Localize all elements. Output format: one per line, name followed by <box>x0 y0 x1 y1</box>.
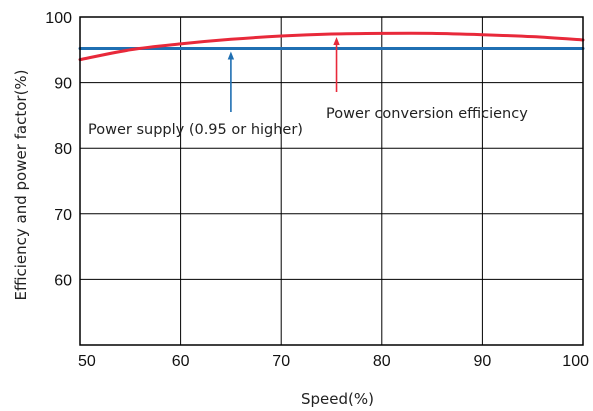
series-layer <box>78 31 585 62</box>
y-axis-label: Efficiency and power factor(%) <box>12 69 30 300</box>
x-tick-label: 50 <box>78 353 96 370</box>
annotation-label: Power supply (0.95 or higher) <box>88 122 303 138</box>
annotation-label: Power conversion efficiency <box>326 106 528 122</box>
x-tick-label: 90 <box>474 353 492 370</box>
y-tick-label: 60 <box>54 272 72 289</box>
x-tick-label: 60 <box>172 353 190 370</box>
x-tick-label: 70 <box>272 353 290 370</box>
x-tick-label: 100 <box>562 353 589 370</box>
grid <box>80 17 583 345</box>
y-tick-label: 70 <box>54 207 72 224</box>
x-axis-label: Speed(%) <box>301 390 374 408</box>
y-tick-label: 80 <box>54 141 72 158</box>
y-tick-label: 100 <box>45 10 72 27</box>
tick-labels: 50 60 70 80 90 100 60 70 80 90 100 <box>45 10 589 370</box>
plot-frame <box>79 16 584 346</box>
series-line-conversion-efficiency <box>78 31 585 62</box>
annotation-arrowhead <box>227 51 235 60</box>
x-tick-label: 80 <box>373 353 391 370</box>
y-tick-label: 90 <box>54 76 72 93</box>
annotation-arrowhead <box>333 36 340 45</box>
annotations: Power supply (0.95 or higher) Power conve… <box>88 36 528 138</box>
